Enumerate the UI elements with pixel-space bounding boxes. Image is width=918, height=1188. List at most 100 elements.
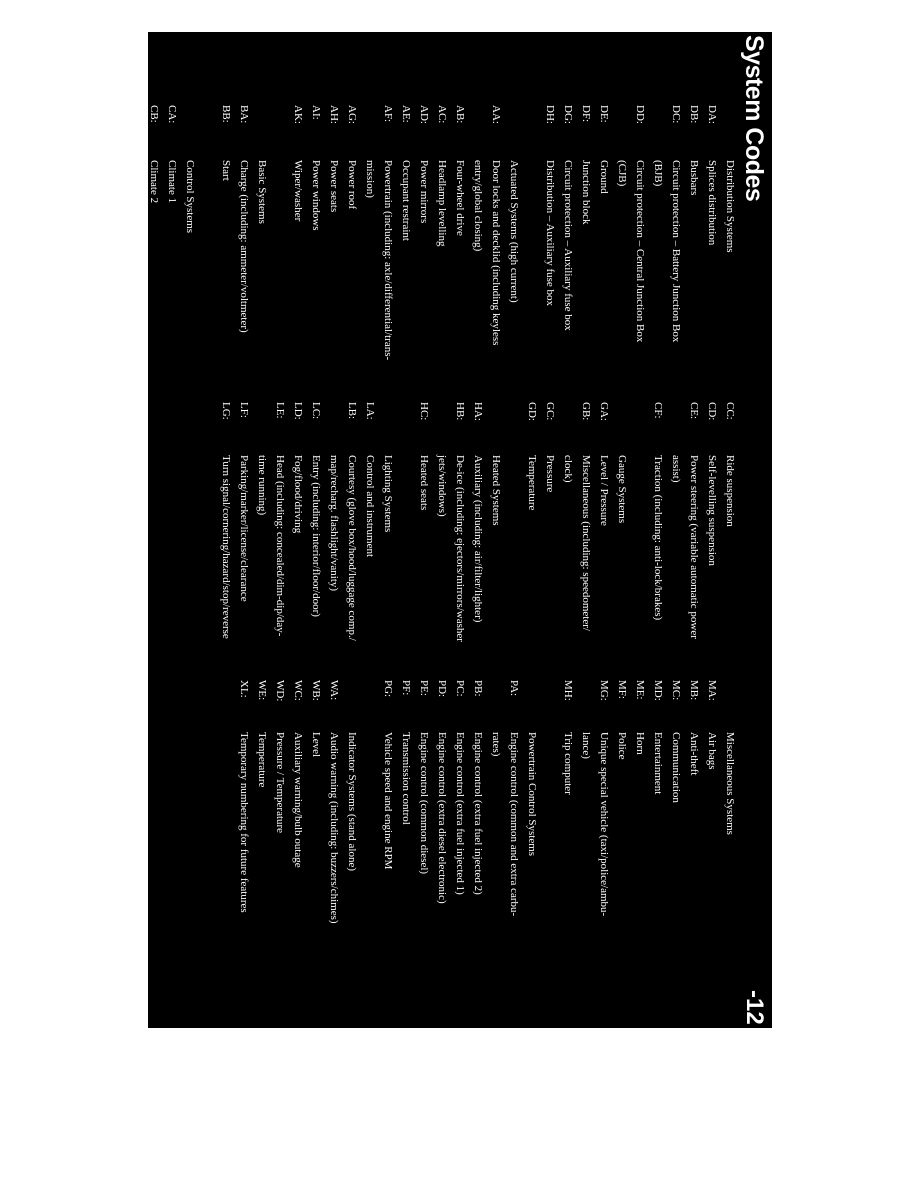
system-description: clock)	[562, 455, 574, 483]
section-heading: Actuated Systems (high current)	[508, 160, 520, 303]
system-code: MB:	[688, 680, 700, 701]
system-code: DD:	[634, 105, 646, 124]
system-description: time running)	[256, 455, 268, 516]
system-description: Start	[220, 160, 232, 181]
system-code: DE:	[598, 105, 610, 123]
system-code: CC:	[724, 402, 736, 420]
system-code: PG:	[382, 680, 394, 698]
system-description: rates)	[490, 732, 502, 757]
system-code: WD:	[274, 680, 286, 702]
system-description: Circuit protection – Auxiliary fuse box	[562, 160, 574, 331]
system-code: MD:	[652, 680, 664, 701]
system-description: Pressure / Temperature	[274, 732, 286, 834]
system-code: CD:	[706, 402, 718, 421]
system-code: PB:	[472, 680, 484, 697]
system-description: Occupant restraint	[400, 160, 412, 241]
system-description: Powertrain (including: axle/differential…	[382, 160, 394, 361]
system-code: MC:	[670, 680, 682, 701]
system-code: AA:	[490, 105, 502, 124]
system-description: De-ice (including: ejectors/mirrors/wash…	[454, 455, 466, 642]
system-code: BA:	[238, 105, 250, 124]
system-code: AE:	[400, 105, 412, 123]
system-description: Heated seats	[418, 455, 430, 511]
system-description: Self-levelling suspension	[706, 455, 718, 566]
system-description: Police	[616, 732, 628, 760]
system-description: Engine control (common diesel)	[418, 732, 430, 875]
system-code: AC:	[436, 105, 448, 124]
system-description: Distribution – Auxiliary fuse box	[544, 160, 556, 307]
system-description: mission)	[364, 160, 376, 198]
system-description: Power windows	[310, 160, 322, 231]
system-description: Engine control (common and extra carbu-	[508, 732, 520, 917]
system-description: Audio warning (including: buzzers/chimes…	[328, 732, 340, 924]
system-description: Four-wheel drive	[454, 160, 466, 236]
system-description: Entertainment	[652, 732, 664, 795]
system-code: LD:	[292, 402, 304, 420]
system-description: Headlamp levelling	[436, 160, 448, 247]
system-description: Temperature	[256, 732, 268, 788]
system-code: CF:	[652, 402, 664, 419]
system-description: assist)	[670, 455, 682, 483]
system-code: DH:	[544, 105, 556, 124]
system-code: LG:	[220, 402, 232, 420]
system-description: Power roof	[346, 160, 358, 210]
system-description: (BJB)	[652, 160, 664, 187]
system-code: GB:	[580, 402, 592, 421]
system-description: map/recharg. flashlight/vanity)	[328, 455, 340, 592]
system-code: DA:	[706, 105, 718, 124]
system-code: ME:	[634, 680, 646, 700]
system-description: Turn signal/cornering/hazard/stop/revers…	[220, 455, 232, 639]
system-description: (CJB)	[616, 160, 628, 187]
system-description: Courtesy (glove box/hood/luggage comp./	[346, 455, 358, 641]
system-code: AF:	[382, 105, 394, 123]
system-code: CB:	[148, 105, 160, 123]
system-code: DB:	[688, 105, 700, 124]
system-description: Control and instrument	[364, 455, 376, 558]
system-description: lance)	[580, 732, 592, 759]
system-description: Anti-theft	[688, 732, 700, 776]
system-code: DG:	[562, 105, 574, 124]
system-description: Engine control (extra fuel injected 2)	[472, 732, 484, 895]
system-description: Circuit protection – Central Junction Bo…	[634, 160, 646, 343]
section-heading: Distribution Systems	[724, 160, 736, 253]
section-heading: Heated Systems	[490, 455, 502, 526]
system-code: BB:	[220, 105, 232, 123]
section-heading: Indicator Systems (stand alone)	[346, 732, 358, 871]
system-description: Charge (including: ammeter/voltmeter)	[238, 160, 250, 333]
system-code: PC:	[454, 680, 466, 697]
document-page: System Codes -12 Distribution Systems DA:…	[148, 32, 772, 1028]
system-code: LE:	[274, 402, 286, 419]
section-heading: Powertrain Control Systems	[526, 732, 538, 857]
system-code: AK:	[292, 105, 304, 124]
system-description: Traction (including: anti-lock/brakes)	[652, 455, 664, 621]
system-code: HB:	[454, 402, 466, 421]
system-description: Trip computer	[562, 732, 574, 795]
system-description: Fog/flood/driving	[292, 455, 304, 534]
system-description: Air bags	[706, 732, 718, 770]
system-code: CA:	[166, 105, 178, 124]
system-description: Unique special vehicle (taxi/police/ambu…	[598, 732, 610, 917]
system-code: LC:	[310, 402, 322, 420]
system-code: XL:	[238, 680, 250, 698]
system-description: Communication	[670, 732, 682, 803]
system-description: Junction block	[580, 160, 592, 225]
system-description: Engine control (extra fuel injected 1)	[454, 732, 466, 895]
system-code: DC:	[670, 105, 682, 124]
system-description: Power steering (variable automatic power	[688, 455, 700, 639]
system-description: jets/windows)	[436, 455, 448, 517]
system-code: AI:	[310, 105, 322, 120]
system-description: Auxiliary warning/bulb outage	[292, 732, 304, 868]
system-code: AD:	[418, 105, 430, 124]
system-code: PE:	[418, 680, 430, 696]
system-description: Entry (including: interior/floor/door)	[310, 455, 322, 617]
system-code: PA:	[508, 680, 520, 697]
system-code: LB:	[346, 402, 358, 420]
system-code: LA:	[364, 402, 376, 420]
system-code: GC:	[544, 402, 556, 421]
system-code: HA:	[472, 402, 484, 421]
system-description: Ground	[598, 160, 610, 194]
page-title: System Codes	[740, 35, 768, 202]
system-description: Splices distribution	[706, 160, 718, 246]
system-code: LF:	[238, 402, 250, 418]
system-description: Level / Pressure	[598, 455, 610, 526]
